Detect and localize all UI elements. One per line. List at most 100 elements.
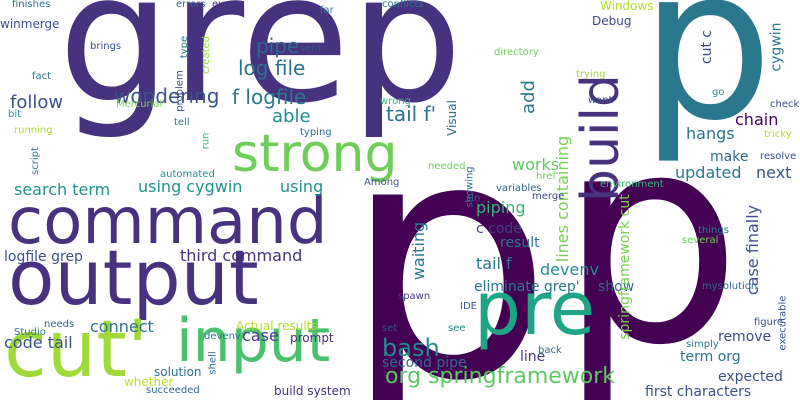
word-several: several bbox=[682, 235, 719, 246]
word-even: even bbox=[212, 0, 237, 10]
word-cygwin: cygwin bbox=[768, 22, 785, 72]
word-running: running bbox=[14, 125, 53, 136]
word-springframework-cut: springframework cut bbox=[616, 194, 633, 340]
word-go: go bbox=[712, 87, 725, 98]
word-third-command: third command bbox=[180, 246, 303, 265]
word-pipe: pipe bbox=[256, 34, 300, 58]
word-check: check bbox=[770, 99, 800, 110]
word-conflicts: conflicts bbox=[382, 0, 424, 10]
word-term-org: term org bbox=[680, 349, 741, 365]
word-debug: Debug bbox=[592, 14, 632, 28]
word-f-logfile: f logfile bbox=[232, 85, 307, 109]
word-want: want bbox=[588, 95, 613, 106]
word-windows: Windows bbox=[600, 0, 654, 13]
word-waiting: waiting bbox=[409, 221, 429, 281]
word-works: works bbox=[512, 155, 560, 174]
word-solution: solution bbox=[154, 365, 202, 379]
word-bash: bash bbox=[382, 334, 440, 362]
word-output: output bbox=[8, 233, 259, 322]
word-build-system: build system bbox=[274, 384, 351, 398]
word-actual-results: Actual results bbox=[236, 319, 318, 333]
word-showing: showing bbox=[464, 166, 476, 208]
word-result: result bbox=[500, 235, 540, 251]
word-code-tail: code tail bbox=[4, 333, 73, 352]
word-script: script bbox=[29, 147, 41, 175]
word-things: things bbox=[698, 225, 729, 236]
word-sln: sln bbox=[466, 193, 481, 204]
word-connect: connect bbox=[90, 317, 154, 336]
word-succeeded: succeeded bbox=[146, 385, 200, 396]
word-tail-f: tail f bbox=[476, 254, 512, 273]
word-devenv: devenv bbox=[540, 260, 599, 279]
word-able: able bbox=[272, 106, 311, 127]
word-expected: expected bbox=[718, 369, 783, 385]
word-tail-f-quote: tail f' bbox=[386, 102, 437, 126]
word-logfile-grep: logfile grep bbox=[4, 249, 83, 265]
word-simply: simply bbox=[686, 339, 719, 350]
word-tricky: tricky bbox=[764, 129, 792, 140]
word-devenv-small: devenv bbox=[204, 331, 241, 342]
word-whether: whether bbox=[124, 375, 174, 389]
word-winmerge: winmerge bbox=[0, 17, 60, 31]
word-set: set bbox=[382, 323, 398, 334]
word-using-cygwin: using cygwin bbox=[138, 177, 243, 196]
word-mercurial: Mercurial bbox=[116, 99, 163, 110]
word-second-pipe: second pipe bbox=[382, 355, 467, 371]
word-p-bottom-left: p bbox=[343, 69, 553, 400]
word-run: run bbox=[200, 132, 212, 150]
word-type: type bbox=[179, 35, 191, 59]
word-follow: follow bbox=[10, 92, 64, 113]
word-needs: needs bbox=[44, 319, 75, 330]
word-automated: automated bbox=[160, 169, 215, 180]
word-typing: typing bbox=[300, 127, 332, 138]
word-merge: merge bbox=[532, 191, 565, 202]
word-see: see bbox=[448, 323, 466, 334]
word-needed: needed bbox=[428, 161, 466, 172]
word-strong: strong bbox=[232, 124, 398, 184]
word-mysolution: mysolution bbox=[702, 281, 758, 292]
word-resolve: resolve bbox=[760, 151, 797, 162]
word-updated: updated bbox=[675, 163, 742, 182]
word-figure: figure bbox=[754, 317, 784, 328]
word-wondering: wondering bbox=[114, 84, 220, 108]
word-visual: Visual bbox=[444, 100, 459, 136]
word-input: input bbox=[176, 306, 331, 376]
word-sent: sent bbox=[300, 43, 322, 54]
word-fact: fact bbox=[32, 71, 52, 82]
word-trying: trying bbox=[576, 69, 606, 80]
word-problem: problem bbox=[174, 70, 186, 112]
word-chain: chain bbox=[735, 110, 779, 129]
word-errors: errors bbox=[176, 0, 206, 10]
word-environment: environment bbox=[600, 179, 664, 190]
word-search-term: search term bbox=[14, 180, 111, 199]
word-shell: shell bbox=[207, 351, 219, 375]
word-piping: piping bbox=[476, 198, 526, 217]
word-command: command bbox=[8, 185, 328, 259]
word-tell: tell bbox=[174, 117, 190, 128]
word-remove: remove bbox=[718, 329, 772, 345]
word-wrong: wrong bbox=[380, 96, 411, 107]
word-executable: executable bbox=[777, 295, 789, 351]
word-cut-c: cut c bbox=[699, 29, 716, 65]
word-spawn: spawn bbox=[398, 291, 431, 302]
word-c-code: c code bbox=[476, 221, 522, 237]
word-href: href bbox=[536, 171, 556, 182]
word-next: next bbox=[756, 163, 792, 182]
word-org-springframework: org springframework bbox=[385, 364, 616, 389]
word-case: case bbox=[242, 326, 279, 345]
word-p-top-right: p bbox=[640, 0, 774, 167]
word-studio: Studio bbox=[14, 327, 46, 338]
word-show: show bbox=[598, 279, 635, 295]
word-using: using bbox=[280, 177, 324, 196]
word-eliminate-grep: eliminate grep' bbox=[474, 279, 580, 295]
word-created: created bbox=[201, 35, 213, 75]
word-cut-quote: cut' bbox=[4, 305, 149, 395]
word-among: Among bbox=[364, 177, 400, 188]
word-directory: directory bbox=[494, 47, 539, 58]
word-log-file: log file bbox=[238, 56, 306, 80]
word-prompt: prompt bbox=[290, 331, 334, 345]
word-first-characters: first characters bbox=[645, 384, 752, 400]
word-line: line bbox=[520, 349, 546, 365]
word-make: make bbox=[710, 149, 749, 165]
